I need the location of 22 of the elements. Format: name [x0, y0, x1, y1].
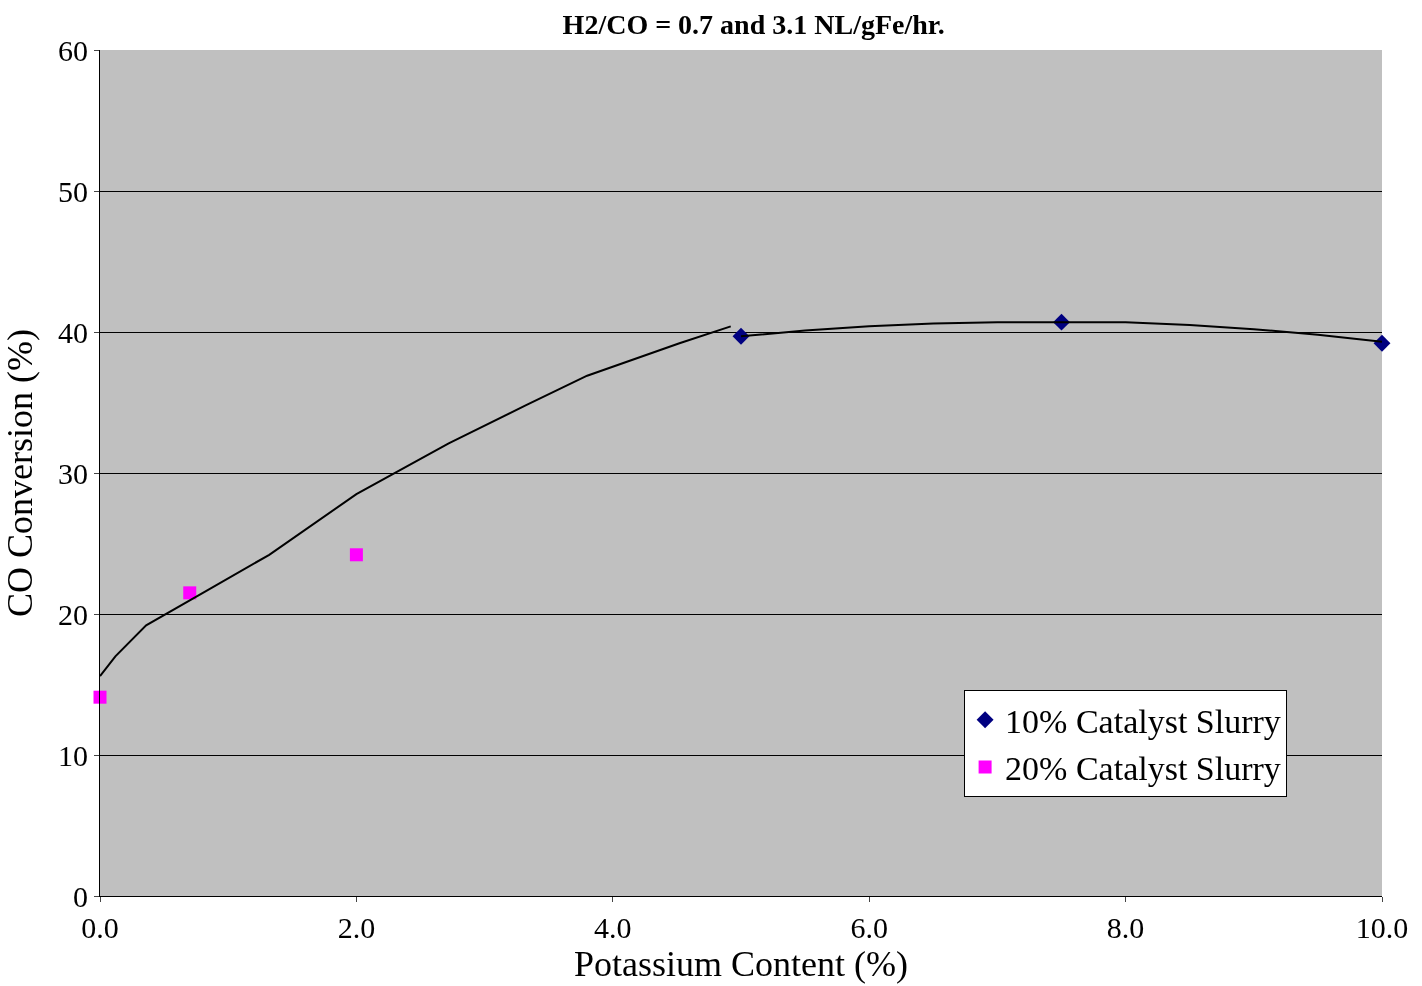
y-tick-label: 30	[58, 456, 88, 490]
y-tick-label: 20	[58, 597, 88, 631]
x-tick-label: 4.0	[594, 911, 632, 944]
y-tick-label: 60	[58, 33, 88, 67]
y-tick-label: 10	[58, 738, 88, 772]
y-tick-label: 50	[58, 174, 88, 208]
x-tick-label: 8.0	[1106, 911, 1145, 944]
y-tick-label: 40	[58, 315, 88, 349]
point	[183, 586, 197, 600]
x-tick-label: 2.0	[337, 911, 376, 944]
x-tick-label: 6.0	[850, 911, 888, 944]
x-tick-label: 10.0	[1355, 911, 1409, 944]
y-axis-title: CO Conversion (%)	[0, 329, 40, 617]
legend-label: 10% Catalyst Slurry	[1005, 703, 1281, 741]
y-tick-label: 0	[73, 879, 88, 913]
point	[1373, 334, 1391, 352]
point	[93, 690, 107, 704]
x-tick-label: 0.0	[81, 911, 119, 944]
x-axis-title: Potassium Content (%)	[574, 944, 908, 984]
legend-label: 20% Catalyst Slurry	[1005, 750, 1281, 788]
point	[349, 548, 363, 562]
chart-title: H2/CO = 0.7 and 3.1 NL/gFe/hr.	[562, 9, 945, 41]
